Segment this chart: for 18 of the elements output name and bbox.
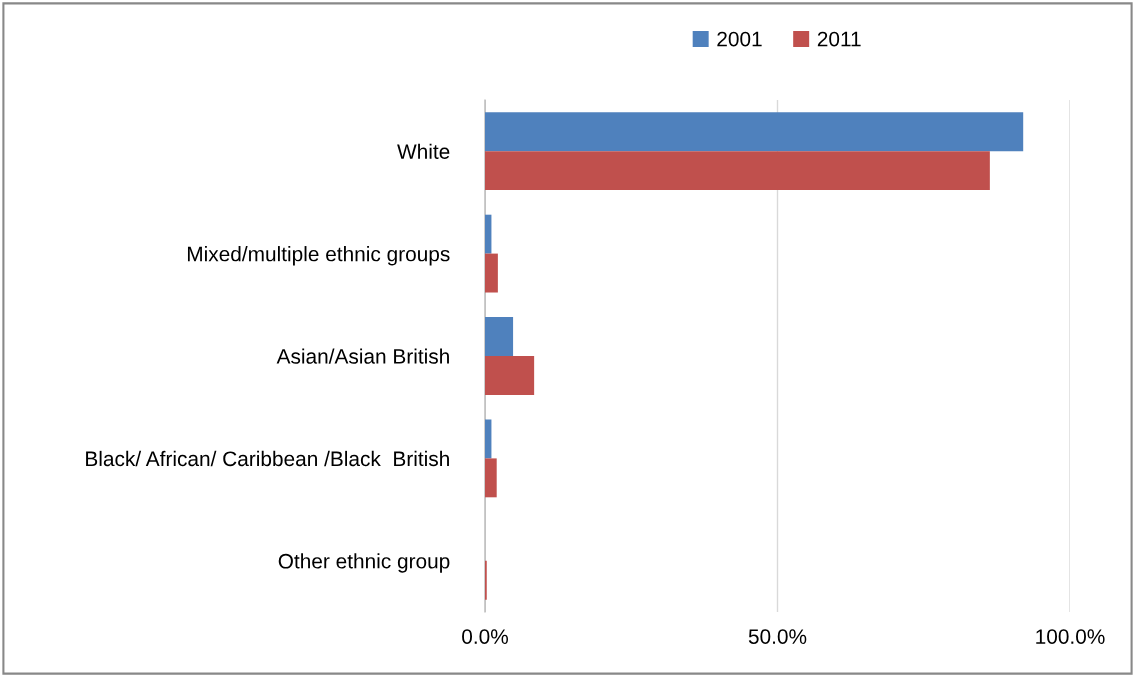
legend-label: 2001 xyxy=(717,31,762,47)
x-tick-label: 0.0% xyxy=(462,629,508,644)
bar xyxy=(485,253,498,293)
x-tick-label: 50.0% xyxy=(748,629,807,644)
y-tick-label: Mixed/multiple ethnic groups xyxy=(187,246,450,266)
y-tick-label: Other ethnic group xyxy=(278,553,450,573)
y-tick-label: Black/ African/ Caribbean /Black British xyxy=(86,450,449,467)
bar xyxy=(485,317,514,356)
bar xyxy=(485,419,492,459)
x-tick-label: 100.0% xyxy=(1036,629,1105,644)
bar xyxy=(485,112,1024,152)
y-tick-label: White xyxy=(397,143,450,159)
bar xyxy=(485,356,535,395)
legend-label: 2011 xyxy=(817,31,861,47)
bar xyxy=(485,458,497,498)
bar xyxy=(485,214,492,254)
y-tick-label: Asian/Asian British xyxy=(276,348,449,364)
bar xyxy=(485,151,990,191)
